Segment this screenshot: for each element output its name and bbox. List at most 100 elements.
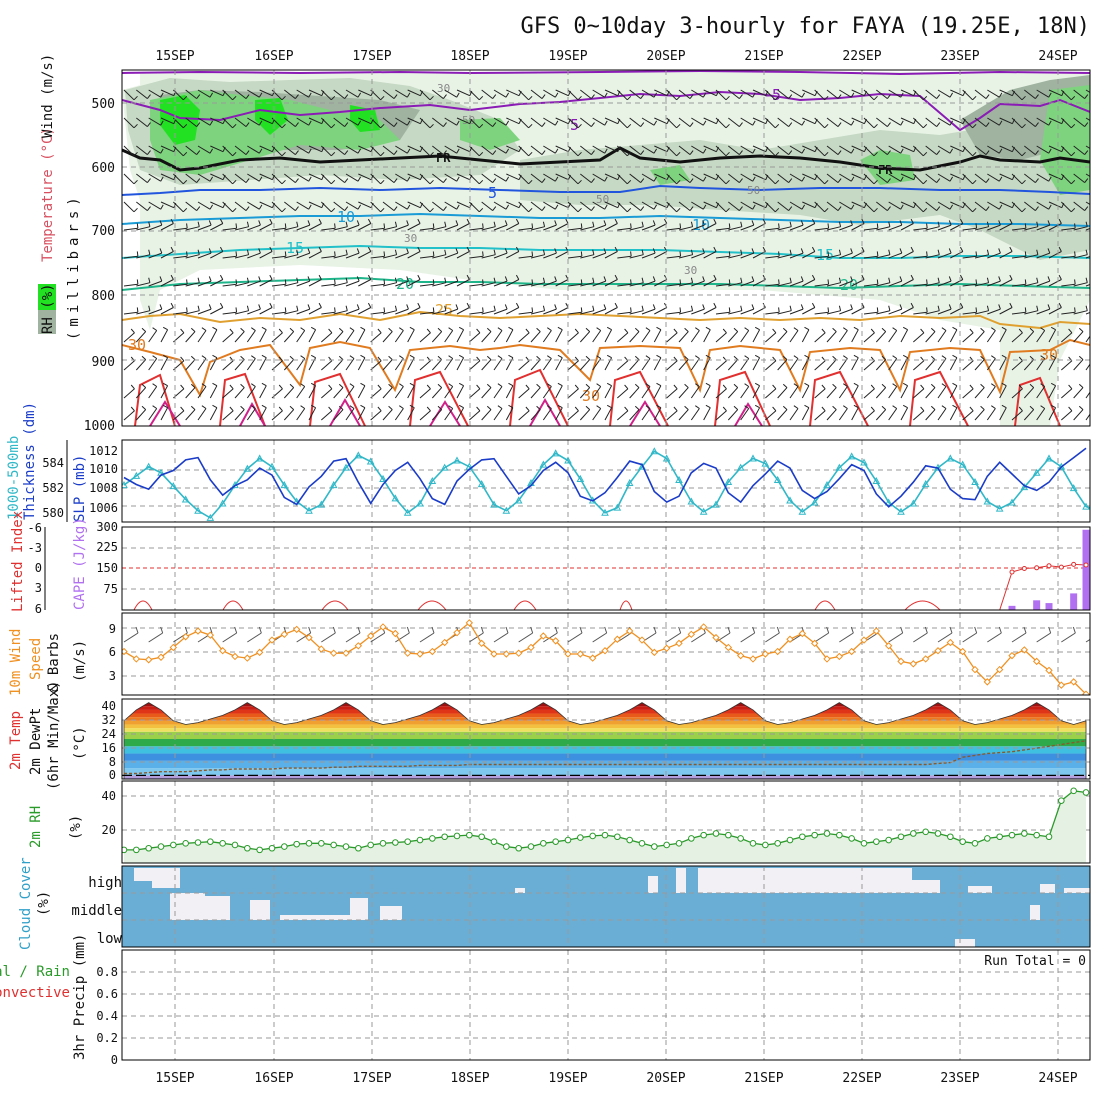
upper-wind-barb: [678, 254, 693, 259]
upper-wind-barb-flag: [1097, 248, 1099, 253]
upper-wind-barb-flag: [296, 277, 299, 283]
upper-wind-barb-flag: [458, 326, 464, 331]
upper-wind-barb: [567, 360, 579, 371]
thickness-line: [123, 447, 1087, 508]
upper-wind-barb-flag: [752, 148, 756, 154]
upper-wind-barb-flag: [406, 176, 411, 182]
upper-wind-barb: [1085, 89, 1090, 93]
upper-wind-barb-flag: [318, 218, 322, 224]
upper-wind-barb-flag: [190, 355, 196, 360]
wind10-barb-flag: [184, 626, 188, 634]
upper-wind-barb: [567, 410, 579, 421]
upper-wind-barb: [259, 407, 267, 421]
upper-wind-barb: [284, 201, 296, 211]
cloud-gap: [698, 868, 912, 893]
upper-wind-barb: [148, 358, 158, 371]
upper-wind-barb-flag: [596, 405, 601, 409]
upper-wind-barb: [345, 358, 355, 371]
upper-wind-barb-flag: [180, 384, 185, 390]
upper-wind-barb: [148, 308, 162, 315]
upper-wind-barb: [1085, 117, 1090, 121]
upper-wind-barb: [284, 226, 299, 231]
rh2m-point: [367, 841, 374, 849]
upper-wind-barb: [715, 89, 727, 101]
upper-wind-barb-flag: [258, 304, 261, 310]
wind10-barb: [1085, 638, 1090, 643]
wind10-label-2: Speed: [28, 638, 44, 680]
pressure-axis: 500 600 700 800 900 1000: [84, 97, 115, 434]
upper-wind-barb-flag: [456, 92, 460, 98]
upper-wind-barb: [1073, 331, 1084, 343]
upper-wind-barb-flag: [991, 355, 996, 359]
upper-wind-barb-flag: [245, 150, 250, 155]
upper-wind-barb-flag: [133, 207, 138, 213]
upper-wind-barb: [555, 307, 569, 315]
upper-wind-barb-flag: [1047, 220, 1051, 226]
upper-wind-barb: [604, 279, 618, 287]
upper-wind-barb: [210, 223, 224, 231]
upper-wind-barb: [629, 226, 644, 231]
slp-point: [761, 459, 770, 467]
upper-wind-barb-flag: [1040, 327, 1045, 331]
upper-wind-barb: [937, 330, 947, 343]
upper-wind-barb: [419, 360, 431, 371]
rh2m-point: [934, 830, 942, 837]
upper-wind-barb-flag: [744, 327, 749, 331]
upper-wind-barb: [136, 145, 148, 155]
upper-wind-barb: [900, 407, 909, 421]
upper-wind-barb-flag: [235, 307, 238, 313]
upper-wind-barb: [691, 117, 704, 126]
wind10-point: [958, 647, 967, 656]
upper-wind-barb-flag: [926, 251, 928, 257]
upper-wind-barb: [727, 359, 739, 371]
upper-wind-barb: [801, 329, 810, 343]
upper-wind-barb-flag: [853, 354, 859, 359]
upper-wind-barb-flag: [634, 327, 640, 332]
upper-wind-barb: [456, 145, 471, 153]
wind10-barb: [765, 632, 780, 643]
upper-wind-barb: [222, 173, 233, 185]
upper-wind-barb: [296, 280, 310, 287]
upper-wind-barb-flag: [162, 354, 168, 359]
upper-wind-barb-flag: [455, 248, 459, 254]
upper-wind-barb-flag: [357, 120, 362, 126]
upper-wind-barb: [703, 307, 717, 315]
upper-wind-barb-flag: [801, 120, 806, 126]
upper-wind-barb: [789, 358, 799, 371]
temp2m-band: [124, 720, 1086, 725]
upper-wind-barb: [530, 145, 543, 155]
upper-wind-barb-flag: [985, 122, 990, 127]
upper-wind-barb-flag: [713, 218, 717, 224]
cloud-gap: [1030, 905, 1040, 920]
upper-wind-barb: [691, 308, 705, 315]
upper-wind-barb-flag: [676, 179, 681, 185]
slp-point: [366, 457, 375, 465]
upper-wind-barb: [345, 252, 360, 259]
thickness-grid: [122, 440, 1090, 522]
upper-wind-barb: [629, 89, 642, 99]
wind10-point: [255, 648, 264, 657]
upper-wind-barb: [962, 227, 977, 231]
upper-wind-barb-flag: [948, 248, 952, 254]
upper-wind-barb-flag: [251, 383, 256, 387]
upper-wind-barb-flag: [998, 220, 1001, 226]
upper-wind-barb-flag: [1001, 382, 1007, 387]
upper-wind-barb: [765, 410, 777, 421]
upper-wind-barb: [172, 173, 184, 185]
upper-wind-barb: [222, 360, 234, 371]
upper-wind-barb: [468, 89, 480, 101]
upper-wind-barb-flag: [229, 384, 234, 390]
slp-point: [181, 495, 190, 503]
upper-wind-barb-flag: [713, 302, 717, 308]
upper-wind-barb: [802, 145, 816, 153]
upper-wind-barb-flag: [531, 279, 534, 285]
upper-wind-barb-flag: [821, 406, 826, 412]
upper-wind-barb-flag: [456, 204, 460, 210]
upper-wind-barb-flag: [295, 122, 299, 127]
upper-wind-barb-flag: [219, 246, 224, 252]
cloud-row-high: high: [88, 875, 122, 891]
slp-point: [847, 452, 856, 460]
upper-wind-barb-flag: [998, 92, 1003, 98]
upper-wind-barb: [160, 251, 174, 259]
upper-wind-barb: [802, 173, 816, 181]
